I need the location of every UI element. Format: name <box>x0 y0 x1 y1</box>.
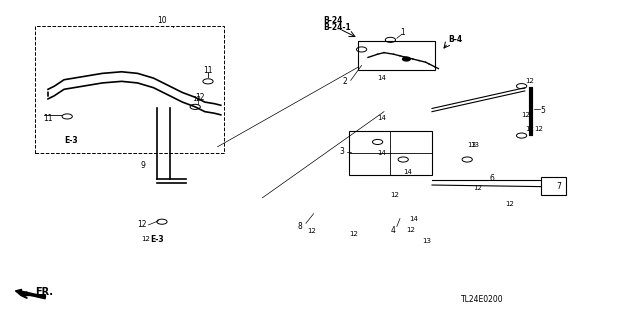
Text: 12: 12 <box>307 228 316 234</box>
Text: 7: 7 <box>557 182 562 191</box>
Text: 12: 12 <box>349 232 358 237</box>
Text: 1: 1 <box>400 28 404 37</box>
Text: E-3: E-3 <box>150 235 164 244</box>
Text: 14: 14 <box>378 150 387 156</box>
Text: 4: 4 <box>390 226 396 235</box>
Text: B-4: B-4 <box>448 35 462 44</box>
Text: 8: 8 <box>298 222 302 231</box>
Text: 12: 12 <box>534 126 543 132</box>
Text: 10: 10 <box>157 16 166 25</box>
Text: 9: 9 <box>141 161 146 170</box>
Text: TL24E0200: TL24E0200 <box>461 295 504 304</box>
Text: 13: 13 <box>470 142 479 148</box>
Text: 13: 13 <box>422 238 431 244</box>
Text: B-24: B-24 <box>323 16 342 25</box>
Text: 12: 12 <box>390 192 399 197</box>
Circle shape <box>403 57 410 61</box>
Text: 12: 12 <box>525 126 534 132</box>
Text: E-3: E-3 <box>64 136 77 145</box>
Text: 12: 12 <box>141 236 150 242</box>
Text: 14: 14 <box>410 216 419 221</box>
Text: 12: 12 <box>522 112 531 118</box>
Text: 2: 2 <box>342 77 347 86</box>
Bar <box>35 26 224 153</box>
Text: FR.: FR. <box>35 287 53 297</box>
Text: 12: 12 <box>192 96 201 102</box>
Text: 5: 5 <box>541 106 546 115</box>
Text: 12: 12 <box>506 201 515 207</box>
Text: 12: 12 <box>525 78 534 84</box>
Text: 12: 12 <box>406 227 415 233</box>
Text: 11: 11 <box>44 114 53 122</box>
Text: 13: 13 <box>467 142 476 148</box>
Text: 11: 11 <box>204 66 213 75</box>
Bar <box>349 131 432 175</box>
Bar <box>358 41 435 70</box>
Text: 14: 14 <box>403 169 412 175</box>
Text: 12: 12 <box>138 220 147 229</box>
Text: B-24-1: B-24-1 <box>323 23 351 32</box>
Text: 14: 14 <box>378 115 387 121</box>
Text: 14: 14 <box>378 75 387 81</box>
Text: 12: 12 <box>474 185 483 191</box>
Bar <box>541 177 566 195</box>
Text: 3: 3 <box>339 147 344 156</box>
Text: 12: 12 <box>195 93 205 102</box>
Text: 6: 6 <box>490 174 495 183</box>
